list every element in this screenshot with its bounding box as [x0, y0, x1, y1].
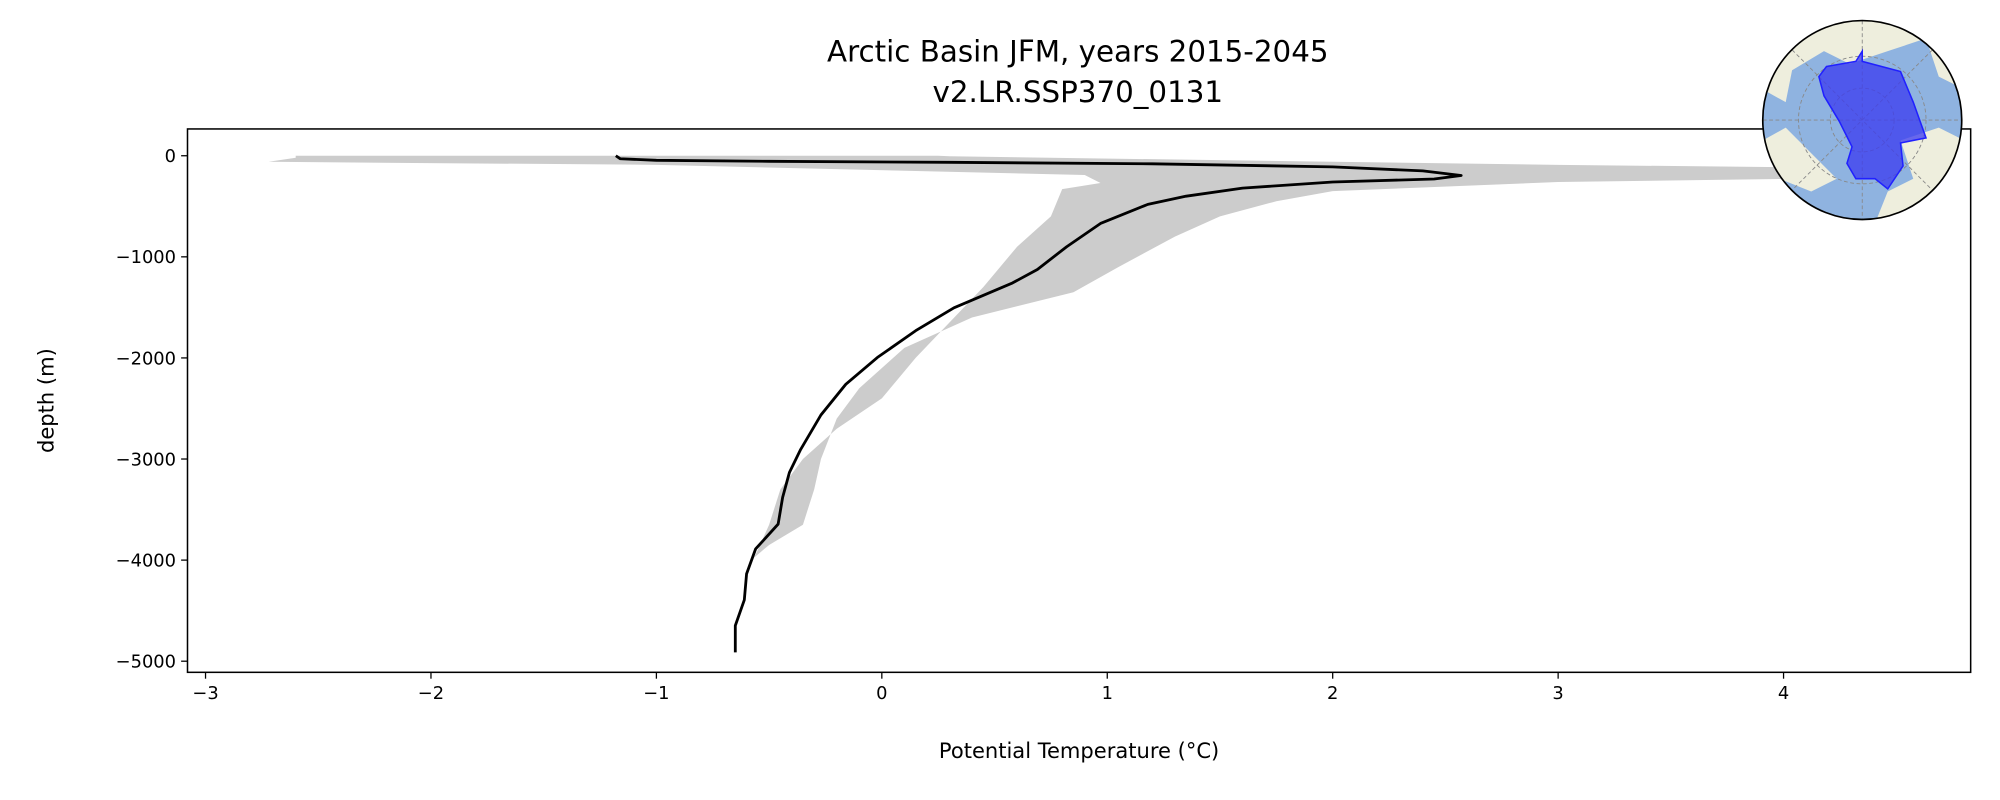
- y-axis-label: depth (m): [34, 348, 59, 453]
- range-band: [268, 155, 1852, 573]
- map-border: [1761, 19, 1963, 221]
- chart-title: Arctic Basin JFM, years 2015-2045: [827, 34, 1329, 68]
- map-region-arctic-basin: [1818, 48, 1928, 191]
- map-land: [1762, 20, 1962, 103]
- x-tick-label: −3: [192, 683, 218, 704]
- plot-area: [268, 154, 1852, 653]
- x-tick-label: 4: [1778, 683, 1789, 704]
- y-tick-label: −5000: [116, 652, 176, 673]
- y-tick-label: 0: [165, 146, 176, 167]
- inset-map: [1761, 19, 1963, 221]
- x-axis-label: Potential Temperature (°C): [939, 738, 1219, 763]
- x-tick-label: −2: [418, 683, 444, 704]
- series-line-mean: [615, 154, 1463, 653]
- axes-frame: [186, 128, 1972, 674]
- x-tick-label: 2: [1327, 683, 1338, 704]
- x-tick-label: 1: [1102, 683, 1113, 704]
- x-tick-label: 0: [876, 683, 887, 704]
- map-land: [1762, 127, 1837, 192]
- y-tick-label: −2000: [116, 348, 176, 369]
- y-tick-label: −1000: [116, 247, 176, 268]
- x-tick-label: 3: [1552, 683, 1563, 704]
- y-tick-label: −3000: [116, 449, 176, 470]
- y-tick-label: −4000: [116, 550, 176, 571]
- y-axis: 0 −1000 −2000 −3000 −4000 −5000: [116, 146, 188, 673]
- x-axis: −3 −2 −1 0 1 2 3 4: [192, 672, 1789, 704]
- x-tick-label: −1: [643, 683, 669, 704]
- chart-subtitle: v2.LR.SSP370_0131: [933, 75, 1224, 109]
